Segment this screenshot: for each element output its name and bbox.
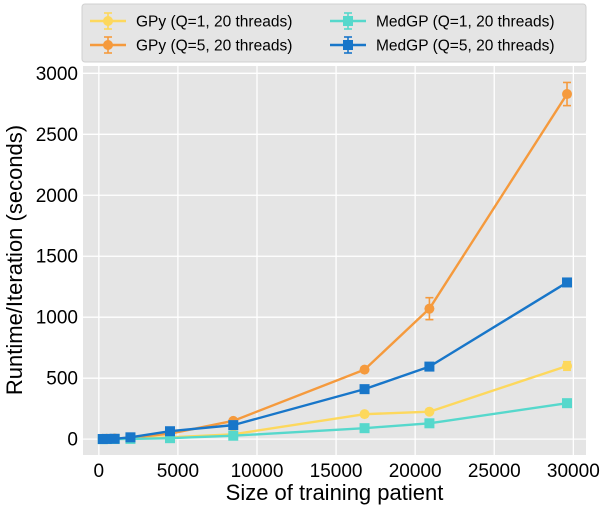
x-tick-label: 15000 [310,461,363,482]
x-tick-label: 20000 [389,461,442,482]
x-axis-title: Size of training patient [226,480,444,505]
y-tick-label: 500 [46,369,78,390]
data-point [359,409,370,420]
data-point [359,423,370,434]
y-tick-label: 1500 [36,247,78,268]
legend-marker [343,16,353,26]
x-tick-label: 25000 [468,461,521,482]
legend-entry: GPy (Q=5, 20 threads) [90,36,292,55]
data-point [164,426,175,437]
legend-label: GPy (Q=5, 20 threads) [136,38,292,55]
y-axis-title: Runtime/Iteration (seconds) [2,125,27,395]
legend-marker [343,40,353,50]
legend-entry: MedGP (Q=1, 20 threads) [330,12,555,31]
data-point [164,433,175,444]
legend-entries: GPy (Q=1, 20 threads) GPy (Q=5, 20 thread… [90,12,555,55]
legend-marker [103,16,113,26]
x-tick-labels: 0 5000 10000 15000 20000 25000 30000 [94,461,600,482]
data-point [562,277,573,288]
y-tick-label: 3000 [36,64,78,85]
legend-label: GPy (Q=1, 20 threads) [136,14,292,31]
data-point [228,420,239,431]
legend-marker [103,40,113,50]
x-tick-label: 30000 [547,461,600,482]
y-tick-label: 2000 [36,186,78,207]
data-point [125,432,136,443]
data-point [228,430,239,441]
data-point [109,433,120,444]
data-point [424,406,435,417]
y-tick-label: 2500 [36,125,78,146]
series-group [97,81,573,445]
y-tick-label: 1000 [36,308,78,329]
legend-entry: MedGP (Q=5, 20 threads) [330,36,555,55]
data-point [562,89,573,100]
x-tick-label: 5000 [157,461,199,482]
data-point [562,360,573,371]
data-point [101,433,112,444]
grid [83,66,586,455]
data-point [359,384,370,395]
legend-frame [81,3,587,63]
series-3 [97,277,573,445]
data-point [424,418,435,429]
data-point [424,303,435,314]
plot-background [83,66,586,455]
x-tick-label: 10000 [231,461,284,482]
legend-entry: GPy (Q=1, 20 threads) [90,12,292,31]
legend-label: MedGP (Q=5, 20 threads) [376,38,555,55]
data-point [359,364,370,375]
y-tick-label: 0 [67,430,78,451]
x-tick-label: 0 [94,461,105,482]
legend-label: MedGP (Q=1, 20 threads) [376,14,555,31]
data-point [424,361,435,372]
y-tick-labels: 0 500 1000 1500 2000 2500 3000 [36,64,78,451]
legend: GPy (Q=1, 20 threads) GPy (Q=5, 20 thread… [81,3,587,63]
data-point [562,398,573,409]
